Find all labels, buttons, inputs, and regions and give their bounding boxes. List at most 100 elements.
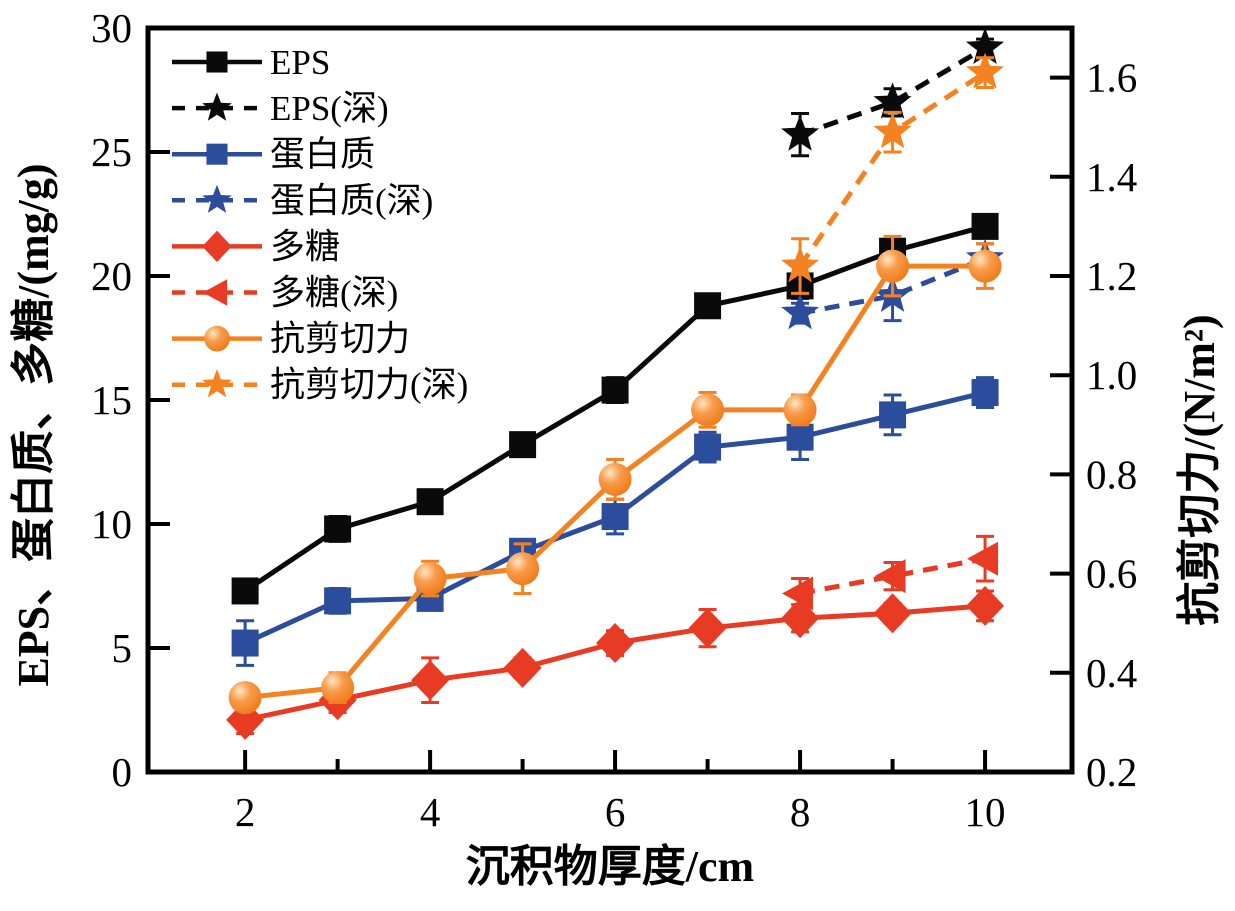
y-axis-left-title: EPS、蛋白质、多糖/(mg/g) xyxy=(9,163,58,687)
series-layer xyxy=(226,27,1005,740)
series-7 xyxy=(781,52,1005,295)
y-axis-right-title: 抗剪切力/(N/m²) xyxy=(1175,314,1224,626)
diamond-marker xyxy=(873,593,912,634)
square-marker xyxy=(206,51,228,73)
y-left-tick-label: 0 xyxy=(112,749,133,795)
diamond-marker xyxy=(688,608,727,649)
legend-label: 多糖 xyxy=(270,227,340,266)
legend-label: 抗剪切力(深) xyxy=(270,366,468,405)
triangle-left-marker xyxy=(782,576,814,611)
star-marker xyxy=(966,52,1005,89)
triangle-left-marker xyxy=(967,541,999,576)
square-marker xyxy=(231,577,259,605)
star-marker xyxy=(873,112,912,149)
star-marker xyxy=(781,293,820,330)
square-marker xyxy=(601,503,629,531)
sphere-marker xyxy=(321,671,355,705)
legend-item-3: 蛋白质(深) xyxy=(172,181,433,220)
y-left-ticks: 0 5 10 15 20 25 30 xyxy=(91,5,170,795)
square-marker xyxy=(206,143,228,165)
y-right-tick-label: 1.6 xyxy=(1086,55,1137,101)
square-marker xyxy=(694,433,722,461)
star-marker xyxy=(873,82,912,119)
triangle-left-marker xyxy=(874,559,906,594)
y-right-tick-label: 0.6 xyxy=(1086,551,1137,597)
y-right-tick-label: 0.8 xyxy=(1086,451,1137,497)
square-marker xyxy=(324,515,352,543)
y-right-tick-label: 1.0 xyxy=(1086,352,1137,398)
series-line xyxy=(799,256,987,316)
legend-label: 抗剪切力 xyxy=(270,320,410,359)
square-marker xyxy=(971,379,999,407)
x-tick-label: 8 xyxy=(790,789,811,835)
axes: 2 4 6 8 10 0 5 10 15 20 25 30 0.2 0.4 0.6 0.8 1.0 1.2 1.4 1… xyxy=(91,5,1137,835)
legend-label: EPS xyxy=(270,43,330,82)
triangle-left-marker xyxy=(202,279,228,306)
legend-item-5: 多糖(深) xyxy=(172,274,398,313)
legend-item-0: EPS xyxy=(172,43,330,82)
y-right-tick-label: 1.2 xyxy=(1086,253,1137,299)
x-axis-title: 沉积物厚度/cm xyxy=(465,842,755,891)
legend-item-4: 多糖 xyxy=(172,227,340,266)
x-tick-label: 4 xyxy=(420,789,441,835)
square-marker xyxy=(694,292,722,320)
legend-label: 蛋白质(深) xyxy=(270,181,433,220)
square-marker xyxy=(416,488,444,516)
sphere-marker xyxy=(506,552,540,586)
legend-label: EPS(深) xyxy=(270,89,389,128)
star-marker xyxy=(202,92,232,121)
series-line xyxy=(799,45,987,137)
y-left-tick-label: 20 xyxy=(91,253,132,299)
sphere-marker xyxy=(598,462,632,496)
square-marker xyxy=(509,431,537,459)
square-marker xyxy=(231,629,259,657)
sphere-marker xyxy=(876,249,910,283)
legend-item-2: 蛋白质 xyxy=(172,135,375,174)
square-marker xyxy=(601,376,629,404)
series-5 xyxy=(782,534,999,611)
x-axis-ticks: 2 4 6 8 10 xyxy=(235,750,1006,835)
y-left-tick-label: 30 xyxy=(91,5,132,51)
legend-item-1: EPS(深) xyxy=(172,89,389,128)
legend-item-7: 抗剪切力(深) xyxy=(172,366,468,405)
y-right-tick-label: 0.2 xyxy=(1086,749,1137,795)
series-line xyxy=(799,556,986,596)
diamond-marker xyxy=(202,230,232,262)
y-right-ticks: 0.2 0.4 0.6 0.8 1.0 1.2 1.4 1.6 xyxy=(1050,55,1137,795)
y-left-tick-label: 10 xyxy=(91,501,132,547)
legend-label: 多糖(深) xyxy=(270,274,398,313)
sphere-marker xyxy=(783,393,817,427)
square-marker xyxy=(786,423,814,451)
sphere-marker xyxy=(968,249,1002,283)
sphere-marker xyxy=(413,562,447,596)
y-right-tick-label: 1.4 xyxy=(1086,154,1137,200)
diamond-marker xyxy=(596,623,635,664)
sphere-marker xyxy=(228,681,262,715)
y-right-tick-label: 0.4 xyxy=(1086,650,1137,696)
x-tick-label: 6 xyxy=(605,789,626,835)
square-marker xyxy=(879,401,907,429)
x-tick-label: 2 xyxy=(235,789,256,835)
star-marker xyxy=(781,246,820,283)
sphere-marker xyxy=(204,325,230,352)
square-marker xyxy=(971,212,999,240)
y-left-tick-label: 5 xyxy=(112,625,133,671)
series-6 xyxy=(228,234,1002,715)
legend-label: 蛋白质 xyxy=(270,135,375,174)
y-left-tick-label: 25 xyxy=(91,129,132,175)
diamond-marker xyxy=(503,647,542,688)
sphere-marker xyxy=(691,393,725,427)
legend-item-6: 抗剪切力 xyxy=(172,320,410,359)
square-marker xyxy=(324,587,352,615)
y-left-tick-label: 15 xyxy=(91,377,132,423)
star-marker xyxy=(966,27,1005,64)
x-tick-label: 10 xyxy=(965,789,1006,835)
diamond-marker xyxy=(966,585,1005,626)
star-marker xyxy=(781,114,820,151)
diamond-marker xyxy=(411,660,450,701)
star-marker xyxy=(202,369,232,398)
star-marker xyxy=(202,184,232,213)
